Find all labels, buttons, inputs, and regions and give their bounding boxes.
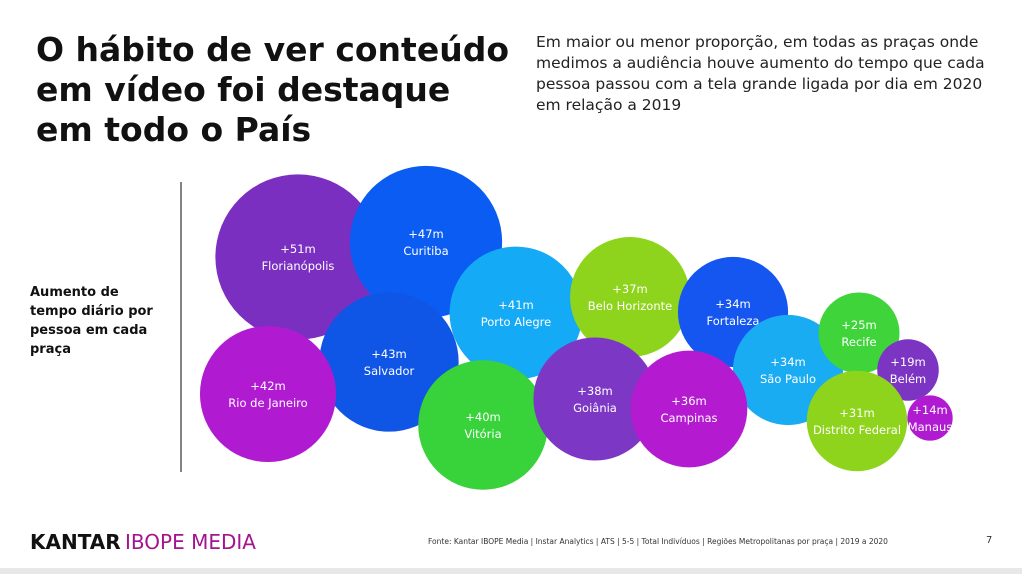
- category-label: Rio de Janeiro: [228, 396, 307, 410]
- bubble: [630, 350, 748, 468]
- bottom-bar: [0, 568, 1022, 574]
- bubble: [215, 174, 381, 340]
- category-label: Recife: [841, 335, 876, 349]
- category-label: Goiânia: [573, 401, 617, 415]
- value-label: +37m: [612, 282, 647, 296]
- category-label: Curitiba: [403, 244, 448, 258]
- value-label: +47m: [408, 227, 443, 241]
- category-label: Belo Horizonte: [588, 299, 672, 313]
- title: O hábito de ver conteúdo em vídeo foi de…: [36, 30, 509, 149]
- bubble: [449, 246, 583, 380]
- category-label: Porto Alegre: [481, 315, 551, 329]
- value-label: +40m: [465, 410, 500, 424]
- value-label: +34m: [770, 355, 805, 369]
- category-label: Florianópolis: [262, 259, 335, 273]
- brand: KANTAR: [30, 530, 121, 554]
- category-label: São Paulo: [760, 372, 816, 386]
- bubble: [818, 292, 900, 374]
- subtitle: Em maior ou menor proporção, em todas as…: [536, 33, 985, 114]
- bubble: [806, 370, 908, 472]
- category-label: Distrito Federal: [813, 423, 901, 437]
- category-label: Vitória: [464, 427, 501, 441]
- value-label: +51m: [280, 242, 315, 256]
- bubble: [199, 325, 337, 463]
- value-label: +34m: [715, 297, 750, 311]
- category-label: Belém: [890, 372, 926, 386]
- bubble: [418, 360, 548, 490]
- bubble: [877, 339, 939, 401]
- category-label: Fortaleza: [707, 314, 760, 328]
- category-label: Manaus: [908, 420, 953, 434]
- bubble: [570, 237, 690, 357]
- value-label: +25m: [841, 318, 876, 332]
- bubble: [533, 337, 657, 461]
- value-label: +31m: [839, 406, 874, 420]
- bubble: [319, 292, 459, 432]
- value-label: +19m: [890, 355, 925, 369]
- value-label: +38m: [577, 384, 612, 398]
- bubble: [907, 395, 953, 441]
- brand: IBOPE MEDIA: [125, 530, 256, 554]
- y-label: Aumento de tempo diário por pessoa em ca…: [30, 285, 153, 357]
- category-label: Salvador: [364, 364, 415, 378]
- value-label: +14m: [912, 403, 947, 417]
- value-label: +42m: [250, 379, 285, 393]
- value-label: +41m: [498, 298, 533, 312]
- source: Fonte: Kantar IBOPE Media | Instar Analy…: [428, 537, 888, 546]
- category-label: Campinas: [660, 411, 717, 425]
- value-label: +43m: [371, 347, 406, 361]
- value-label: +36m: [671, 394, 706, 408]
- page-number: 7: [986, 535, 993, 546]
